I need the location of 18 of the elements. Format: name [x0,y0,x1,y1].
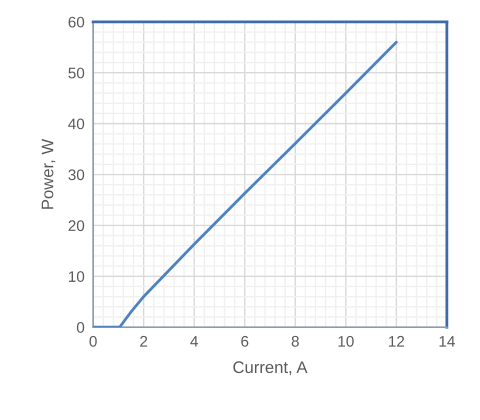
x-tick-label: 0 [89,336,97,347]
line-series [93,40,398,328]
y-tick-label: 10 [68,271,84,282]
y-tick-label: 30 [68,169,84,180]
x-tick-label: 10 [338,336,354,347]
x-tick-label: 4 [190,336,198,347]
y-tick-label: 50 [68,68,84,78]
y-axis-title: Power, W [42,138,56,209]
x-axis-title: Current, A [233,361,308,376]
y-tick-label: 20 [68,220,84,232]
x-tick-label: 12 [389,336,404,347]
y-tick-label: 40 [68,118,84,130]
x-tick-label: 8 [292,336,299,347]
y-tick-label: 60 [68,16,84,28]
x-tick-label: 6 [241,336,248,347]
x-tick-label: 2 [140,336,148,347]
x-tick-label: 14 [440,336,455,347]
y-tick-label: 0 [76,322,84,333]
